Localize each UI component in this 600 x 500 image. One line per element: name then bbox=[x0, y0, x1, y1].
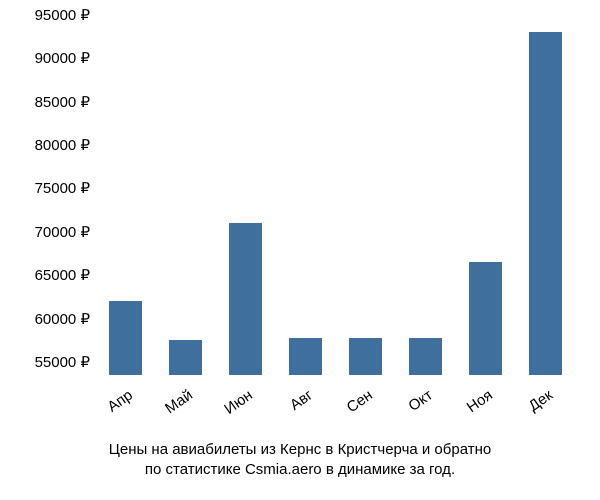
x-tick-label: Дек bbox=[526, 387, 556, 415]
x-tick-label: Ноя bbox=[464, 387, 496, 417]
chart-caption: Цены на авиабилеты из Кернс в Кристчерча… bbox=[0, 440, 600, 481]
x-tick-label: Апр bbox=[104, 387, 135, 416]
x-tick-label: Сен bbox=[344, 387, 376, 417]
x-tick-label: Май bbox=[162, 387, 196, 418]
bar bbox=[169, 340, 202, 375]
y-tick-label: 80000 ₽ bbox=[5, 136, 90, 154]
y-tick-label: 90000 ₽ bbox=[5, 49, 90, 67]
bar bbox=[229, 223, 262, 375]
x-tick-label: Июн bbox=[221, 387, 256, 418]
y-tick-label: 70000 ₽ bbox=[5, 223, 90, 241]
y-tick-label: 85000 ₽ bbox=[5, 93, 90, 111]
caption-line-2: по статистике Csmia.aero в динамике за г… bbox=[145, 461, 455, 478]
y-tick-label: 75000 ₽ bbox=[5, 179, 90, 197]
bar bbox=[409, 338, 442, 375]
x-tick-label: Окт bbox=[405, 387, 435, 415]
bar bbox=[289, 338, 322, 375]
y-tick-label: 55000 ₽ bbox=[5, 353, 90, 371]
bar bbox=[109, 301, 142, 375]
caption-line-1: Цены на авиабилеты из Кернс в Кристчерча… bbox=[109, 441, 491, 458]
bar bbox=[349, 338, 382, 375]
y-tick-label: 65000 ₽ bbox=[5, 266, 90, 284]
y-tick-label: 95000 ₽ bbox=[5, 6, 90, 24]
x-tick-label: Авг bbox=[287, 387, 316, 414]
bar bbox=[469, 262, 502, 375]
plot-area bbox=[95, 15, 575, 375]
price-chart: 55000 ₽ 60000 ₽ 65000 ₽ 70000 ₽ 75000 ₽ 80000… bbox=[0, 0, 600, 500]
y-tick-label: 60000 ₽ bbox=[5, 310, 90, 328]
bar bbox=[529, 32, 562, 375]
